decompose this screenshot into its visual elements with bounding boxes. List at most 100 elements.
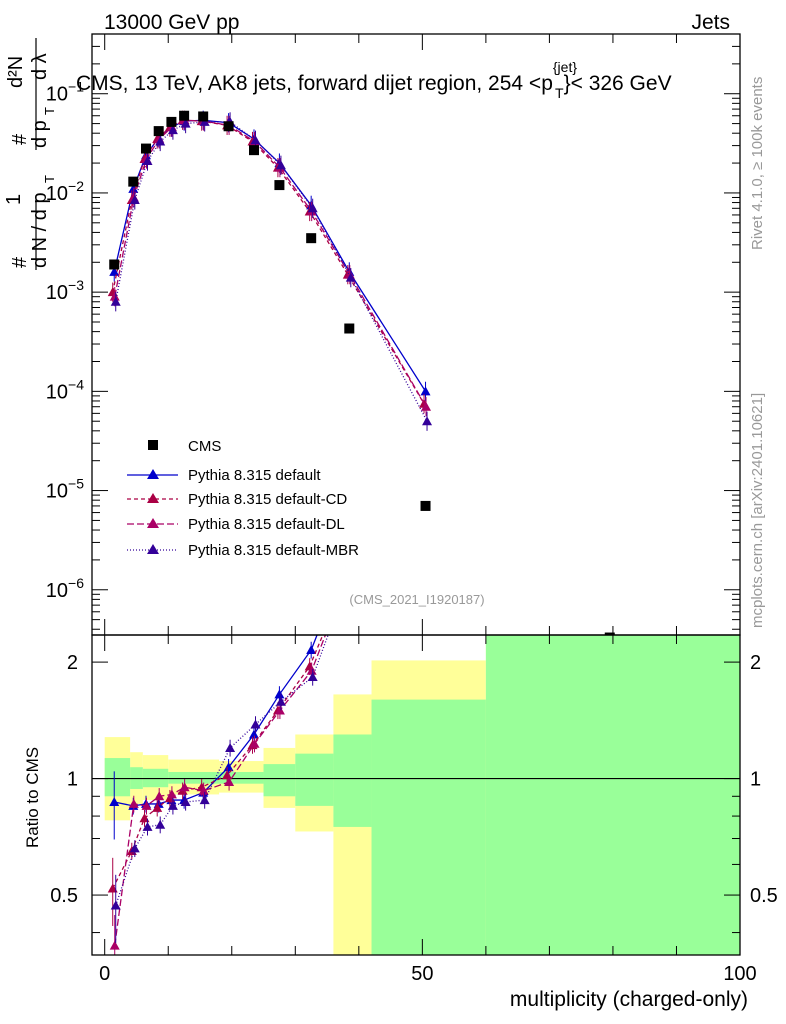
series-point (421, 401, 432, 411)
ratio-point (274, 705, 285, 715)
cms-data-point (179, 110, 190, 121)
ratio-point (249, 738, 260, 748)
x-tick-label: 0 (99, 963, 110, 985)
ratio-point (155, 819, 166, 829)
y-tick-label: 10−2 (46, 178, 84, 205)
series-line (114, 119, 427, 408)
ratio-band-1sigma (219, 771, 264, 784)
ylabel-one: 1 (3, 194, 25, 205)
ratio-point (110, 900, 121, 910)
series-line (113, 119, 427, 392)
legend-marker-default (147, 469, 159, 479)
x-tick-label: 100 (723, 963, 756, 985)
plot-title-sup: {jet} (553, 59, 577, 75)
ratio-band-1sigma (263, 764, 296, 797)
series-point (167, 125, 178, 135)
ratio-y-tick-label-right: 2 (750, 652, 761, 674)
ratio-point (224, 776, 235, 786)
ratio-point (250, 719, 261, 729)
legend-marker-cms (148, 440, 158, 450)
ratio-point (109, 796, 120, 806)
cms-data-point (198, 111, 209, 122)
x-tick-label: 50 (411, 963, 433, 985)
legend-marker-mbr (147, 544, 159, 554)
cms-data-point (153, 126, 164, 137)
legend-marker-cd (147, 493, 159, 503)
ratio-point (179, 782, 190, 792)
ratio-band-1sigma (168, 771, 220, 784)
series-point (180, 118, 191, 128)
ratio-point (199, 795, 210, 805)
ylabel-t2: T (42, 107, 57, 115)
series-line (112, 119, 425, 405)
ratio-y-tick-label: 2 (67, 652, 78, 674)
series-point (109, 266, 120, 276)
cms-data-point (604, 632, 615, 635)
series-line (115, 121, 428, 422)
series-point (142, 155, 153, 165)
plot-title: CMS, 13 TeV, AK8 jets, forward dijet reg… (76, 59, 672, 101)
series-point (129, 194, 140, 204)
ratio-band-1sigma (104, 758, 131, 797)
legend-label-cd: Pythia 8.315 default-CD (188, 491, 347, 508)
beam-label: 13000 GeV pp (104, 11, 239, 34)
ylabel-dn-dpt: d N / d p (29, 192, 51, 268)
cms-data-point (223, 121, 234, 132)
ratio-point (306, 644, 317, 654)
ratio-y-tick-label: 0.5 (50, 885, 78, 907)
ratio-point (223, 762, 234, 772)
series-point (307, 203, 318, 213)
ylabel-dpt: d p (29, 120, 51, 148)
ratio-point (152, 802, 163, 812)
series-point (420, 386, 431, 396)
series-point (109, 291, 120, 301)
legend-marker-dl (147, 518, 159, 528)
ratio-band-1sigma (333, 734, 372, 827)
series-point (155, 136, 166, 146)
y-tick-label: 10−1 (46, 79, 84, 106)
series-point (422, 416, 433, 426)
cms-data-point (306, 233, 317, 244)
main-y-axis-label: # 1 d N / d p T # d²N d p T d λ (3, 38, 57, 270)
legend: CMS Pythia 8.315 default Pythia 8.315 de… (127, 438, 359, 559)
legend-label-dl: Pythia 8.315 default-DL (188, 516, 345, 533)
ratio-point (249, 729, 259, 739)
ratio-point (307, 672, 318, 682)
plot-title-sub: T (555, 85, 564, 101)
plot-title-end: }< 326 GeV (564, 72, 672, 95)
ylabel-hash-1: # (9, 256, 31, 268)
ratio-point (275, 696, 286, 706)
mcplots-label: mcplots.cern.ch [arXiv:2401.10621] (749, 393, 766, 628)
ratio-point (128, 798, 139, 808)
ratio-point (180, 796, 191, 806)
cms-data-point (141, 143, 151, 154)
ratio-point (129, 843, 140, 853)
ratio-plot-frame (91, 634, 741, 956)
ratio-point (274, 689, 285, 699)
cms-data-point (109, 259, 120, 270)
legend-label-default: Pythia 8.315 default (188, 467, 321, 484)
legend-label-mbr: Pythia 8.315 default-MBR (188, 542, 359, 559)
analysis-reference: (CMS_2021_I1920187) (349, 592, 484, 607)
x-axis-label: multiplicity (charged-only) (510, 988, 748, 1011)
series-point (250, 135, 261, 145)
ratio-point (154, 791, 165, 801)
cms-data-point (344, 323, 355, 334)
ratio-point (142, 821, 153, 831)
ratio-point (225, 742, 236, 752)
ylabel-d2n: d²N (5, 56, 27, 88)
series-point (110, 296, 121, 306)
cms-data-point (128, 176, 139, 187)
cms-data-point (249, 145, 259, 156)
ratio-y-tick-label-right: 1 (750, 769, 761, 791)
y-tick-label: 10−5 (46, 476, 84, 503)
rivet-label: Rivet 4.1.0, ≥ 100k events (749, 77, 766, 250)
y-tick-label: 10−6 (46, 575, 84, 602)
process-label: Jets (691, 11, 730, 34)
series-point (345, 272, 356, 282)
ratio-y-axis-label: Ratio to CMS (23, 747, 42, 848)
ratio-point (166, 789, 177, 799)
ratio-y-tick-label-right: 0.5 (750, 885, 778, 907)
ratio-band-1sigma (371, 699, 486, 955)
